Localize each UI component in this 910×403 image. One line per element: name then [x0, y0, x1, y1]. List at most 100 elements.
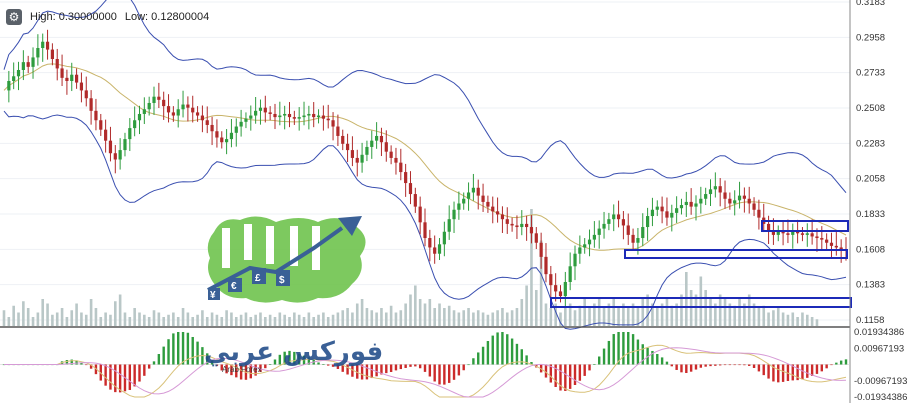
candle-body	[699, 198, 703, 204]
volume-bar	[389, 305, 393, 326]
candle-body	[147, 102, 151, 110]
volume-bar	[360, 299, 364, 326]
candle-body	[592, 234, 596, 240]
candle-body	[408, 183, 413, 195]
candle-body	[660, 206, 664, 212]
highlight-box-middle	[624, 249, 848, 259]
candle-body	[500, 214, 505, 220]
candle-body	[776, 231, 780, 235]
macd-bar	[268, 364, 272, 365]
volume-bar	[491, 312, 495, 326]
macd-bar	[660, 357, 664, 365]
candle-body	[466, 192, 471, 199]
macd-bar	[394, 364, 398, 371]
macd-bar	[602, 348, 606, 365]
volume-bar	[520, 299, 524, 326]
candle-body	[84, 90, 88, 99]
volume-bar	[549, 308, 553, 326]
macd-bar	[418, 364, 422, 369]
candle-body	[370, 140, 374, 147]
volume-bar	[176, 317, 180, 326]
gear-icon[interactable]: ⚙	[6, 9, 22, 25]
macd-bar	[830, 364, 833, 366]
macd-bar	[351, 364, 354, 377]
macd-bar	[206, 353, 209, 365]
macd-bar	[515, 343, 519, 365]
y-axis-ticks: 0.3183 0.2958 0.2733 0.2508 0.2283 0.2058 0.18…	[854, 0, 907, 403]
watermark-url-text: Arab Forex	[222, 365, 262, 374]
volume-bar	[152, 310, 156, 326]
candle-body	[99, 120, 103, 130]
candle-body	[162, 99, 166, 107]
volume-bar	[244, 312, 248, 326]
volume-bar	[409, 294, 412, 326]
candle-body	[694, 203, 698, 207]
candle-body	[781, 231, 785, 234]
macd-bar	[89, 364, 93, 369]
candle-body	[292, 117, 296, 119]
macd-bar	[118, 364, 122, 393]
candle-body	[171, 112, 175, 116]
volume-bar	[747, 294, 751, 326]
svg-text:£: £	[255, 273, 261, 284]
candle-body	[45, 41, 50, 50]
volume-bar	[723, 299, 727, 326]
volume-bars	[2, 209, 819, 326]
candle-body	[825, 239, 829, 243]
macd-tick-label: 0.00967193	[854, 343, 904, 354]
candlesticks	[7, 29, 848, 309]
volume-bar	[433, 308, 436, 326]
macd-bar	[447, 364, 451, 383]
candle-body	[108, 140, 113, 154]
volume-bar	[394, 312, 398, 326]
candle-body	[239, 121, 243, 127]
candle-body	[491, 206, 495, 212]
volume-bar	[322, 312, 325, 326]
macd-bar	[322, 364, 325, 365]
candle-body	[26, 62, 30, 67]
volume-bar	[776, 308, 780, 326]
macd-bar	[641, 344, 644, 365]
candle-body	[142, 109, 146, 114]
macd-bar	[273, 359, 277, 365]
macd-bar	[239, 364, 243, 380]
macd-bar	[186, 332, 190, 365]
volume-bar	[220, 317, 224, 326]
volume-bar	[733, 305, 737, 326]
y-tick-label: 0.2058	[856, 174, 885, 185]
macd-bar	[157, 354, 161, 365]
signal-line	[4, 347, 847, 398]
candle-body	[31, 57, 35, 67]
macd-bar	[210, 359, 214, 365]
volume-bar	[501, 308, 504, 326]
macd-bar	[844, 359, 848, 365]
volume-bar	[128, 317, 132, 326]
volume-bar	[234, 317, 238, 326]
candle-body	[200, 115, 205, 121]
volume-bar	[191, 317, 195, 326]
candle-body	[549, 274, 553, 286]
volume-bar	[162, 317, 165, 326]
candle-body	[495, 211, 500, 215]
candle-body	[742, 195, 746, 199]
macd-bar	[738, 364, 741, 366]
candle-body	[118, 150, 122, 160]
y-tick-label: 0.3183	[856, 0, 885, 8]
volume-bar	[568, 303, 572, 326]
candle-body	[510, 223, 514, 226]
volume-bar	[757, 308, 761, 326]
candle-body	[65, 77, 69, 81]
volume-bar	[230, 312, 233, 326]
volume-bar	[341, 310, 345, 326]
volume-bar	[31, 317, 35, 326]
macd-bar	[259, 364, 262, 372]
volume-bar	[370, 310, 374, 326]
volume-bar	[336, 312, 340, 326]
volume-bar	[631, 303, 635, 326]
volume-bar	[646, 294, 649, 326]
macd-bar	[554, 364, 557, 387]
candle-body	[254, 110, 258, 116]
macd-bar	[438, 364, 441, 385]
volume-bar	[205, 317, 209, 326]
